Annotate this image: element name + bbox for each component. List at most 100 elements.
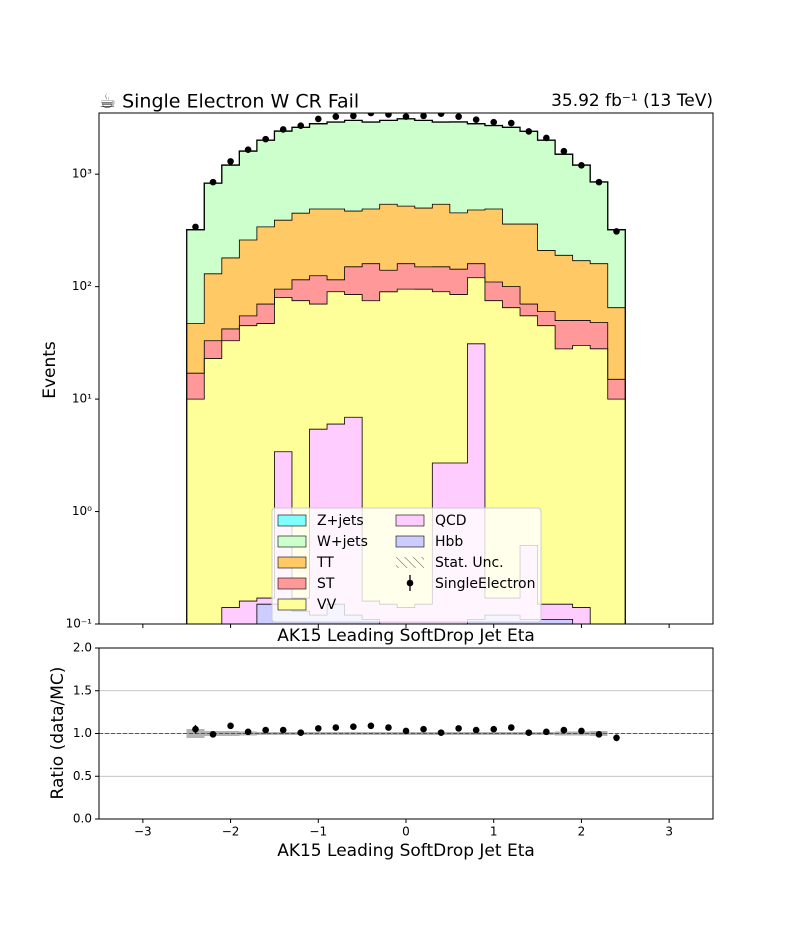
legend-swatch xyxy=(277,535,307,548)
data-point xyxy=(262,135,269,143)
ratio-point xyxy=(209,731,217,738)
ratio-point xyxy=(227,722,234,730)
ratio-point xyxy=(244,728,252,736)
stack-bar xyxy=(186,373,205,400)
stack-bar xyxy=(484,209,503,282)
stack-bar xyxy=(256,604,275,624)
data-point xyxy=(578,161,585,169)
stack-bar xyxy=(239,601,257,624)
stack-bar xyxy=(204,273,222,341)
stack-bar xyxy=(256,323,275,599)
stack-bar xyxy=(484,281,503,301)
stack-bar xyxy=(397,118,415,207)
stack-bar xyxy=(537,311,556,326)
stack-bar xyxy=(555,348,573,605)
legend-label: TT xyxy=(316,555,334,571)
main-axes: 10⁻¹ 10⁰ 10¹ 10² 10³ xyxy=(66,112,714,631)
stack-bar xyxy=(239,239,257,316)
stack-bar xyxy=(607,307,626,380)
stack-bar xyxy=(414,266,433,290)
stack-bar xyxy=(274,289,292,298)
ratio-point xyxy=(279,726,287,734)
stack-bar xyxy=(590,182,608,264)
ratio-point xyxy=(350,723,357,730)
x-tick-label: −2 xyxy=(222,825,240,839)
ratio-axes: 0.0 0.5 1.0 1.5 2.0 −3 −2 −1 0 1 2 3 xyxy=(73,641,714,839)
stack-bar xyxy=(520,224,538,305)
stack-bar xyxy=(467,277,485,344)
stack-bar xyxy=(362,122,380,210)
unc-band xyxy=(484,731,503,736)
ratio-point xyxy=(402,727,410,735)
legend-label: QCD xyxy=(435,513,467,529)
stack-bar xyxy=(362,263,380,301)
data-point xyxy=(385,113,392,118)
stack-bar xyxy=(309,275,328,305)
stack-bar xyxy=(204,340,222,359)
stack-bar xyxy=(239,151,257,240)
y-tick-label: 10⁰ xyxy=(72,504,92,518)
stack-bar xyxy=(467,123,485,211)
stack-bar xyxy=(274,220,292,290)
ratio-point xyxy=(543,728,550,736)
stack-bar xyxy=(309,123,328,210)
ratio-point xyxy=(560,726,568,734)
stack-bar xyxy=(309,304,328,430)
y-tick-label: 0.5 xyxy=(73,769,92,783)
data-point xyxy=(560,147,568,155)
stack-bar xyxy=(327,279,345,292)
data-point xyxy=(507,119,515,127)
legend-swatch xyxy=(277,598,307,611)
x-tick-label: 0 xyxy=(402,825,410,839)
stack-bar xyxy=(221,165,240,258)
y-tick-label: 10² xyxy=(72,279,92,293)
stack-bar xyxy=(239,325,257,602)
x-tick-label: 1 xyxy=(490,825,498,839)
stack-bar xyxy=(309,209,328,276)
stack-bar xyxy=(607,379,626,400)
data-point xyxy=(595,178,603,186)
data-point xyxy=(350,113,357,120)
stack-bar xyxy=(572,345,591,608)
stack-bar xyxy=(327,291,345,425)
stack-bar xyxy=(449,122,468,213)
stack-bar xyxy=(379,270,398,292)
stack-bar xyxy=(449,269,468,295)
y-axis-label: Ratio (data/MC) xyxy=(48,667,68,800)
stack-bar xyxy=(537,325,556,605)
stack-bar xyxy=(291,279,310,301)
stack-bar xyxy=(327,122,345,210)
y-tick-label: 1.0 xyxy=(73,726,92,740)
ratio-point xyxy=(314,725,322,732)
data-point xyxy=(244,146,252,154)
legend-label: VV xyxy=(317,597,337,613)
stack-bar xyxy=(572,260,591,321)
ratio-point xyxy=(192,725,199,733)
stack-bar xyxy=(502,286,521,308)
data-point xyxy=(402,113,410,120)
stack-bar xyxy=(274,297,292,452)
legend: Z+jets W+jets TT ST VV QCD Hbb Stat. Unc. Single… xyxy=(271,507,542,623)
stack-bar xyxy=(467,263,485,278)
ratio-point xyxy=(385,724,392,731)
legend-marker xyxy=(406,579,414,587)
stack-bar xyxy=(414,208,433,267)
data-point xyxy=(227,158,234,165)
stack-bar xyxy=(449,212,468,270)
unc-band xyxy=(449,731,468,736)
stack-bar xyxy=(274,131,292,221)
x-axis-label: AK15 Leading SoftDrop Jet Eta xyxy=(277,841,535,861)
stack-bar xyxy=(256,304,275,324)
stack-bar xyxy=(607,229,626,308)
ratio-point xyxy=(613,734,620,742)
stack-bar xyxy=(186,399,205,624)
layer-edge xyxy=(186,263,626,380)
x-tick-label: −1 xyxy=(309,825,327,839)
stack-bar xyxy=(484,125,503,210)
stack-bar xyxy=(414,120,433,209)
x-axis-label: AK15 Leading SoftDrop Jet Eta xyxy=(277,626,535,646)
stack-bar xyxy=(432,204,450,267)
y-tick-label: 2.0 xyxy=(73,641,92,655)
data-point xyxy=(437,113,445,118)
data-point xyxy=(297,122,305,129)
